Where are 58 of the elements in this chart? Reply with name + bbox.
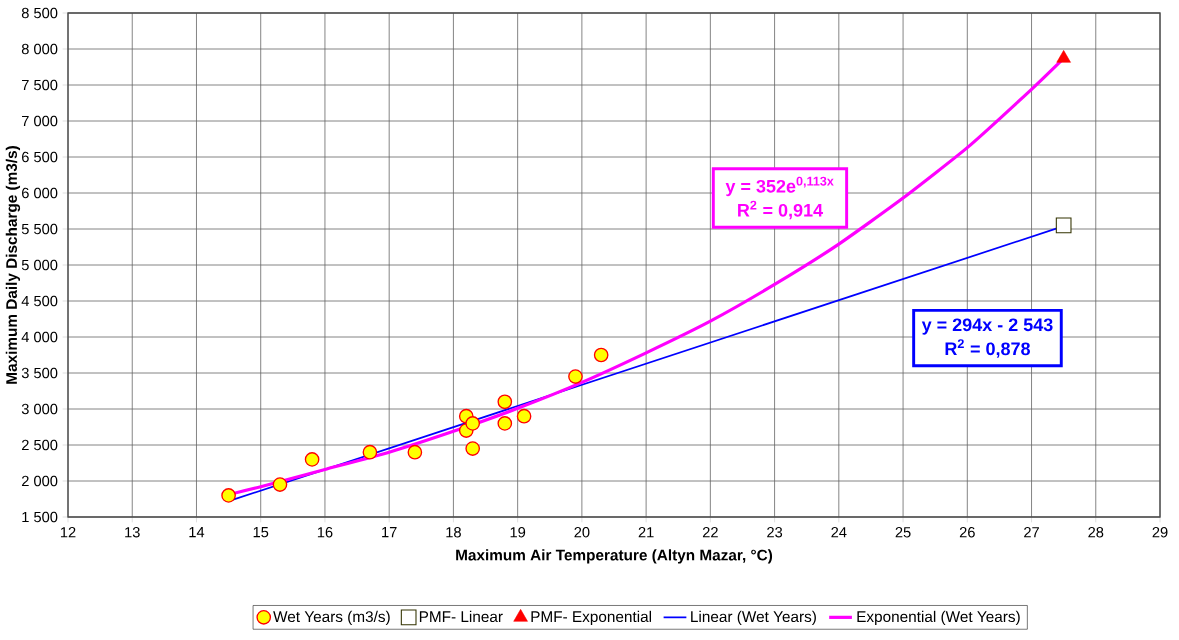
x-tick-label: 26: [959, 527, 975, 538]
y-tick-label: 5 000: [21, 259, 58, 271]
x-tick-label: 16: [317, 527, 333, 538]
x-tick-label: 22: [702, 527, 718, 538]
x-tick-label: 27: [1024, 527, 1039, 538]
y-tick-label: 3 500: [21, 367, 58, 379]
y-tick-label: 7 000: [22, 115, 58, 127]
x-tick-label: 24: [831, 527, 847, 538]
x-axis-title: Maximum Air Temperature (Altyn Mazar, °C): [456, 549, 773, 564]
y-tick-label: 4 000: [21, 331, 58, 343]
x-tick-label: 21: [638, 527, 654, 538]
y-tick-label: 2 000: [21, 475, 58, 487]
y-tick-label: 8 500: [21, 7, 58, 19]
x-tick-label: 18: [446, 527, 461, 538]
annotation: y = 352e$^{0,113x}$: [725, 176, 834, 197]
y-tick-label: 1 500: [22, 511, 58, 523]
y-tick-label: 6 000: [22, 187, 58, 199]
x-tick-label: 19: [510, 527, 526, 538]
point: [497, 394, 513, 410]
point: [362, 444, 378, 460]
annotation: y = 294x - 2 543: [921, 318, 1053, 335]
x-tick-label: 20: [574, 527, 590, 538]
x-tick-label: 28: [1088, 527, 1104, 538]
x-tick-label: 13: [125, 527, 140, 538]
y-tick-label: 2 500: [21, 439, 58, 451]
y-tick-label: 3 000: [21, 403, 58, 415]
point: [304, 452, 320, 467]
y-axis-title: Maximum Daily Discharge (m3/s): [5, 146, 21, 384]
point: [407, 444, 423, 460]
point: [497, 416, 513, 431]
point: [465, 441, 481, 456]
y-tick-label: 7 500: [22, 79, 58, 91]
annotation: R$^{2}$ = 0,914: [738, 200, 823, 220]
point: [1055, 217, 1072, 234]
legend-label: Linear (Wet Years): [691, 610, 816, 626]
annotation: R$^{2}$ = 0,878: [945, 339, 1030, 358]
y-tick-label: 5 500: [21, 223, 58, 235]
point: [516, 408, 532, 424]
point: [593, 347, 609, 363]
x-tick-label: 12: [60, 527, 76, 538]
y-tick-label: 4 500: [21, 295, 58, 307]
x-tick-label: 29: [1152, 527, 1168, 538]
x-tick-label: 25: [895, 527, 911, 538]
point: [568, 369, 583, 384]
legend-label: Wet Years (m3/s): [273, 610, 390, 626]
point: [465, 416, 481, 431]
point: [221, 488, 236, 503]
point: [1056, 50, 1071, 63]
x-tick-label: 17: [382, 527, 397, 538]
legend-label: Exponential (Wet Years): [857, 610, 1020, 626]
legend-label: PMF- Linear: [419, 610, 503, 623]
y-tick-label: 6 500: [22, 151, 58, 163]
y-tick-label: 8 000: [21, 43, 58, 55]
point: [272, 477, 288, 492]
legend-label: PMF- Exponential: [531, 610, 652, 626]
x-tick-label: 14: [189, 527, 205, 538]
x-tick-label: 15: [253, 527, 269, 538]
x-tick-label: 23: [767, 527, 783, 538]
